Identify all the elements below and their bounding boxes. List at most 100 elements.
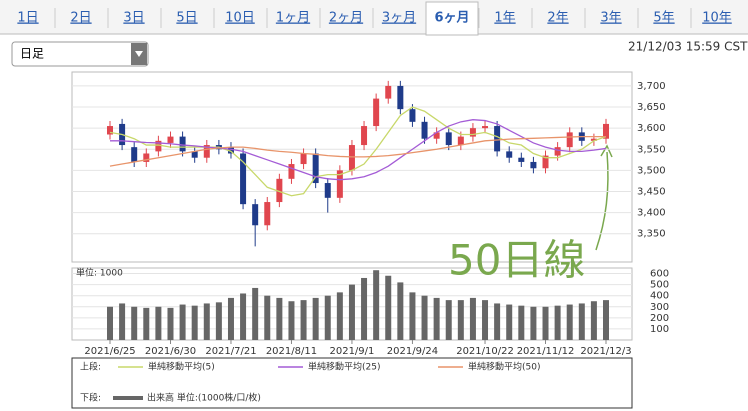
tab[interactable]: 3日 <box>123 11 144 26</box>
candle-body <box>107 126 113 135</box>
candle-body <box>385 85 392 99</box>
volume-bar <box>276 297 283 340</box>
moving-average-line <box>109 135 606 167</box>
candle-body <box>155 140 162 152</box>
volume-bar <box>409 292 416 340</box>
y-tick-label: 400 <box>650 291 669 302</box>
y-tick-label: 3,550 <box>637 144 666 155</box>
timestamp: 21/12/03 15:59 CST <box>628 40 748 54</box>
candle-body <box>288 164 295 179</box>
candle-body <box>433 132 440 139</box>
tab[interactable]: 5年 <box>653 11 674 26</box>
tab[interactable]: 2年 <box>547 11 568 26</box>
tab[interactable]: 3年 <box>600 11 621 26</box>
tab[interactable]: 3ヶ月 <box>382 11 416 26</box>
volume-unit: 単位: 1000 <box>76 267 123 279</box>
candle-body <box>300 153 307 165</box>
volume-bar <box>300 300 307 340</box>
candle-body <box>240 153 247 205</box>
volume-bar <box>397 282 404 340</box>
volume-bar <box>191 305 198 340</box>
volume-bar <box>603 300 609 340</box>
tab[interactable]: 6ヶ月 <box>434 11 469 26</box>
candle-body <box>530 161 537 169</box>
candle-body <box>361 126 368 146</box>
volume-bar <box>554 305 561 340</box>
candle-body <box>324 183 331 198</box>
x-tick-label: 2021/12/3 <box>580 346 631 357</box>
volume-bar <box>215 302 222 340</box>
tab[interactable]: 1日 <box>17 11 38 26</box>
y-tick-label: 500 <box>650 280 669 291</box>
legend-label: 単純移動平均(25) <box>308 361 380 373</box>
dropdown-label[interactable]: 日足 <box>20 47 44 61</box>
volume-bar <box>107 306 113 340</box>
volume-bar <box>312 297 319 340</box>
volume-bar <box>494 303 501 340</box>
legend-label: 単純移動平均(5) <box>148 361 215 373</box>
tab[interactable]: 10日 <box>225 11 255 26</box>
legend-box <box>71 357 633 409</box>
candle-body <box>457 136 464 146</box>
legend-upper-label: 上段: <box>80 361 101 373</box>
volume-bar <box>167 307 174 340</box>
candle-body <box>179 136 186 152</box>
volume-bar <box>433 297 440 340</box>
x-tick-label: 2021/6/25 <box>84 346 135 357</box>
candle-body <box>264 202 271 226</box>
volume-bar <box>252 287 259 340</box>
volume-bar <box>179 304 186 340</box>
volume-bar <box>469 297 476 340</box>
candle-body <box>252 204 259 226</box>
candle-body <box>542 155 549 169</box>
y-tick-label: 3,400 <box>637 208 666 219</box>
x-tick-label: 2021/9/1 <box>329 346 374 357</box>
candle-body <box>203 145 210 158</box>
tab[interactable]: 1年 <box>494 11 515 26</box>
candle-body <box>167 136 174 143</box>
volume-bar <box>385 275 392 340</box>
candle-body <box>191 151 198 158</box>
y-tick-label: 3,500 <box>637 165 666 176</box>
annotation-arrowhead <box>600 144 613 158</box>
candle-body <box>373 98 380 127</box>
tab[interactable]: 10年 <box>702 11 732 26</box>
candle-body <box>336 170 343 198</box>
volume-bar <box>119 303 126 340</box>
legend-lower-label: 下段: <box>80 392 101 404</box>
volume-bar <box>155 306 162 340</box>
tab[interactable]: 1ヶ月 <box>276 11 310 26</box>
y-tick-label: 3,700 <box>637 81 666 92</box>
y-tick-label: 300 <box>650 302 669 313</box>
y-tick-label: 100 <box>650 324 669 335</box>
candle-body <box>518 157 525 162</box>
candle-body <box>312 153 319 184</box>
volume-bar <box>336 292 343 340</box>
volume-bar <box>288 301 295 340</box>
x-tick-label: 2021/9/24 <box>387 346 438 357</box>
dropdown[interactable] <box>11 41 149 67</box>
moving-average-line <box>110 119 607 181</box>
candle-body <box>409 109 416 122</box>
volume-bar <box>590 301 597 340</box>
candle-body <box>566 132 573 148</box>
volume-bar <box>131 306 138 340</box>
candle-body <box>276 178 283 203</box>
tab-bar <box>0 0 748 34</box>
volume-bar <box>227 297 234 340</box>
tab[interactable]: 5日 <box>176 11 197 26</box>
tab[interactable]: 2ヶ月 <box>329 11 363 26</box>
tab-selected[interactable] <box>425 1 479 36</box>
candle-body <box>445 132 452 146</box>
candle-body <box>506 151 513 158</box>
volume-bar <box>445 300 452 340</box>
y-tick-label: 3,450 <box>637 186 666 197</box>
x-tick-label: 2021/10/22 <box>456 346 514 357</box>
tab[interactable]: 2日 <box>70 11 91 26</box>
annotation-arrow <box>595 151 609 251</box>
volume-bar <box>530 306 537 340</box>
y-tick-label: 200 <box>650 313 669 324</box>
volume-bar <box>566 304 573 340</box>
x-tick-label: 2021/8/11 <box>266 346 317 357</box>
